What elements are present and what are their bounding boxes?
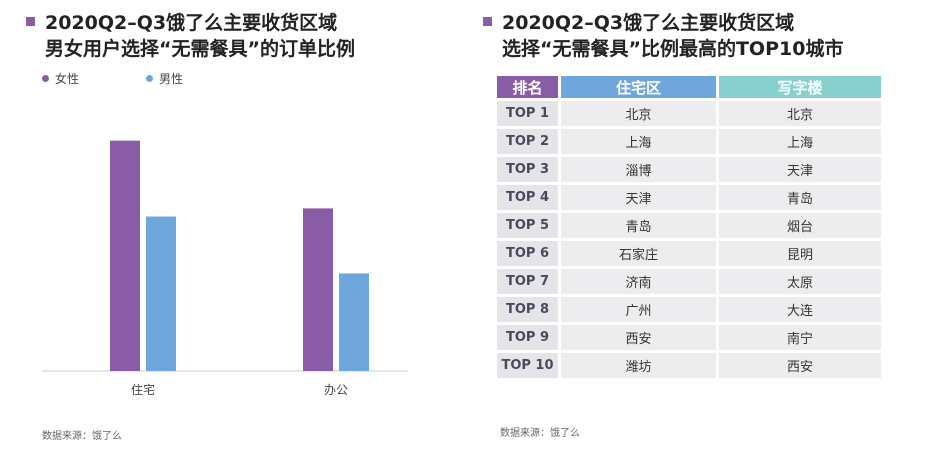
left-title: 2020Q2–Q3饿了么主要收货区域 男女用户选择“无需餐具”的订单比例: [26, 10, 355, 62]
office-cell: 昆明: [719, 241, 881, 266]
table-row: TOP 6 石家庄 昆明: [497, 241, 881, 266]
x-tick-label: 住宅: [131, 382, 155, 397]
table-row: TOP 8 广州 大连: [497, 297, 881, 322]
right-title-line1: 2020Q2–Q3饿了么主要收货区域: [502, 12, 795, 34]
table-header-row: 排名 住宅区 写字楼: [497, 76, 881, 98]
bar-male-1: [339, 273, 369, 371]
office-cell: 天津: [719, 157, 881, 182]
office-cell: 烟台: [719, 213, 881, 238]
residential-cell: 西安: [561, 325, 716, 350]
rank-cell: TOP 8: [497, 297, 558, 322]
rank-cell: TOP 6: [497, 241, 558, 266]
office-cell: 大连: [719, 297, 881, 322]
office-cell: 青岛: [719, 185, 881, 210]
office-cell: 西安: [719, 353, 881, 378]
right-title-line2: 选择“无需餐具”比例最高的TOP10城市: [502, 38, 844, 60]
rank-cell: TOP 5: [497, 213, 558, 238]
table-row: TOP 3 淄博 天津: [497, 157, 881, 182]
header-residential: 住宅区: [561, 76, 716, 98]
table-row: TOP 2 上海 上海: [497, 129, 881, 154]
top10-table: 排名 住宅区 写字楼 TOP 1 北京 北京 TOP 2 上海 上海 TOP 3 淄博 天津 TO…: [494, 73, 884, 381]
office-cell: 北京: [719, 101, 881, 126]
table-row: TOP 7 济南 太原: [497, 269, 881, 294]
rank-cell: TOP 3: [497, 157, 558, 182]
office-cell: 太原: [719, 269, 881, 294]
table-row: TOP 1 北京 北京: [497, 101, 881, 126]
residential-cell: 青岛: [561, 213, 716, 238]
rank-cell: TOP 9: [497, 325, 558, 350]
left-source: 数据来源：饿了么: [42, 431, 122, 442]
office-cell: 南宁: [719, 325, 881, 350]
left-title-line1: 2020Q2–Q3饿了么主要收货区域: [45, 12, 338, 34]
rank-cell: TOP 7: [497, 269, 558, 294]
bar-male-0: [146, 216, 176, 371]
office-cell: 上海: [719, 129, 881, 154]
legend-label-male: 男性: [159, 72, 184, 86]
title-bullet-icon: [483, 17, 492, 26]
rank-cell: TOP 4: [497, 185, 558, 210]
legend-item-female: 女性: [42, 70, 79, 87]
rank-cell: TOP 10: [497, 353, 558, 378]
residential-cell: 石家庄: [561, 241, 716, 266]
residential-cell: 潍坊: [561, 353, 716, 378]
rank-cell: TOP 1: [497, 101, 558, 126]
right-source: 数据来源：饿了么: [500, 428, 580, 439]
rank-cell: TOP 2: [497, 129, 558, 154]
header-rank: 排名: [497, 76, 558, 98]
residential-cell: 广州: [561, 297, 716, 322]
table-row: TOP 9 西安 南宁: [497, 325, 881, 350]
residential-cell: 天津: [561, 185, 716, 210]
residential-cell: 北京: [561, 101, 716, 126]
x-tick-label: 办公: [324, 382, 348, 397]
residential-cell: 上海: [561, 129, 716, 154]
residential-cell: 淄博: [561, 157, 716, 182]
right-title: 2020Q2–Q3饿了么主要收货区域 选择“无需餐具”比例最高的TOP10城市: [483, 10, 843, 62]
title-bullet-icon: [26, 17, 35, 26]
legend-dot-female-icon: [42, 75, 49, 82]
bar-female-1: [303, 208, 333, 371]
legend-item-male: 男性: [146, 70, 183, 87]
legend-dot-male-icon: [146, 75, 153, 82]
left-title-line2: 男女用户选择“无需餐具”的订单比例: [45, 38, 355, 60]
legend-label-female: 女性: [55, 72, 80, 86]
header-office: 写字楼: [719, 76, 881, 98]
residential-cell: 济南: [561, 269, 716, 294]
table-row: TOP 10 潍坊 西安: [497, 353, 881, 378]
table-row: TOP 4 天津 青岛: [497, 185, 881, 210]
table-row: TOP 5 青岛 烟台: [497, 213, 881, 238]
bar-female-0: [110, 140, 140, 371]
bar-chart: 住宅 办公: [42, 140, 408, 397]
